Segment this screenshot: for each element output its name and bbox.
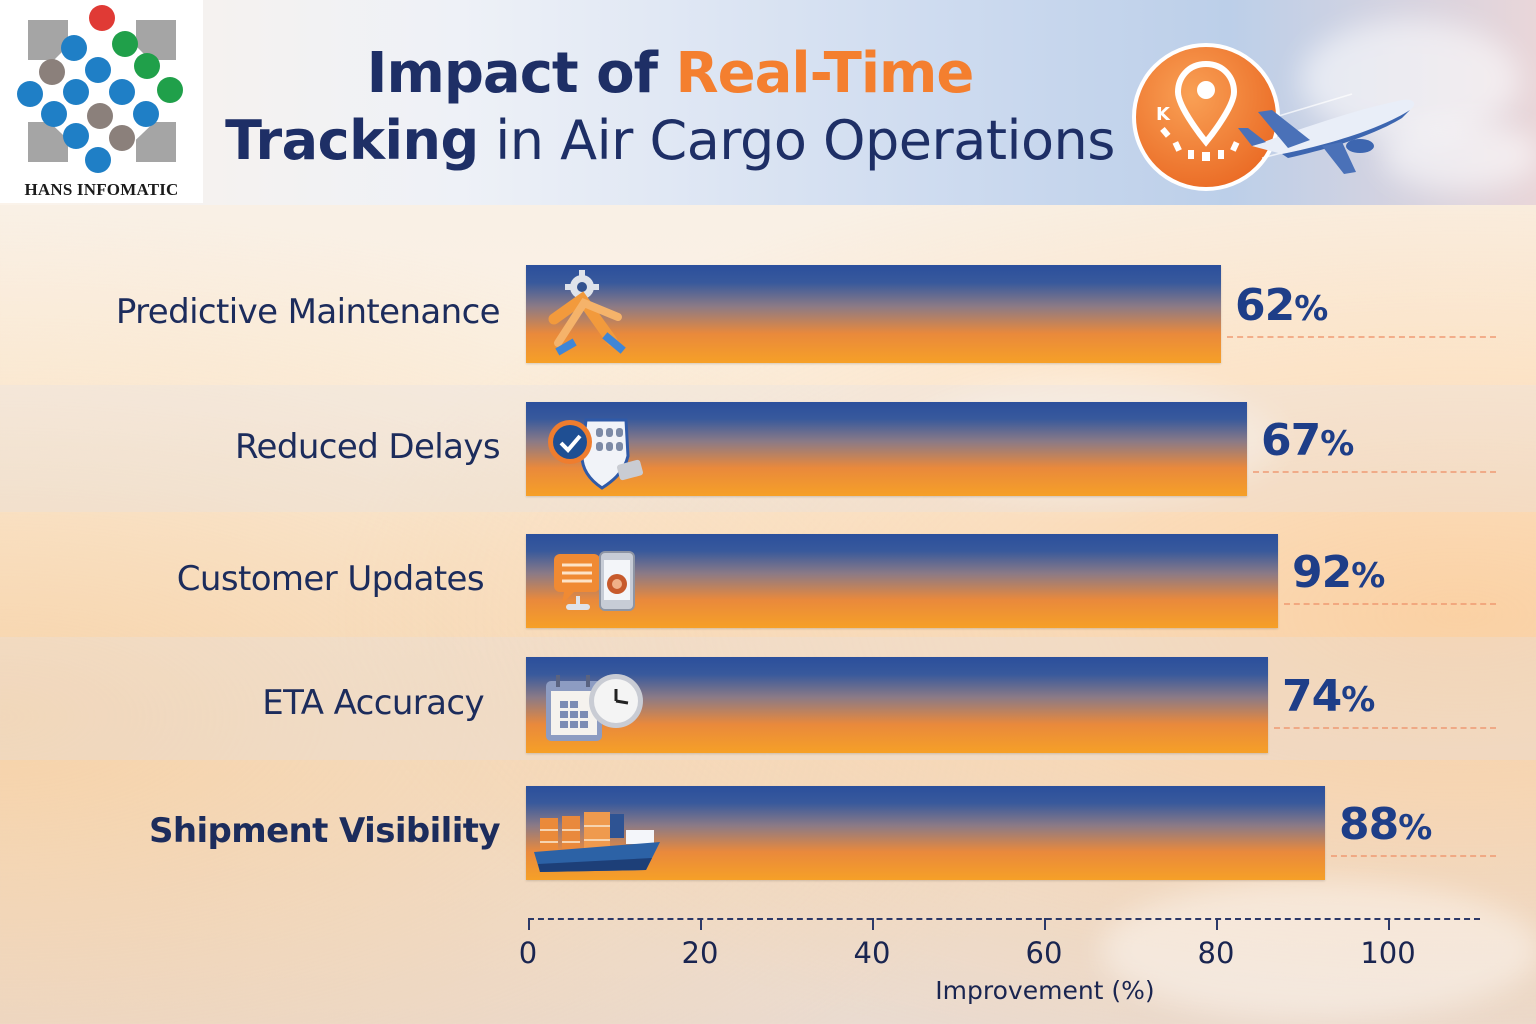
x-tick bbox=[1044, 918, 1046, 930]
category-label: ETA Accuracy bbox=[262, 683, 484, 723]
value-label: 62% bbox=[1235, 280, 1328, 331]
category-label: Predictive Maintenance bbox=[115, 292, 501, 332]
value-number: 88 bbox=[1339, 799, 1399, 850]
bar bbox=[526, 786, 1325, 880]
checklist-shield-icon bbox=[534, 406, 644, 502]
x-tick-label: 40 bbox=[853, 936, 891, 970]
x-tick-label: 80 bbox=[1197, 936, 1235, 970]
category-label: Customer Updates bbox=[176, 559, 485, 599]
page-title: Impact of Real-Time Tracking in Air Carg… bbox=[210, 38, 1130, 172]
x-tick bbox=[1216, 918, 1218, 930]
category-label: Shipment Visibility bbox=[148, 811, 501, 851]
x-tick-label: 20 bbox=[681, 936, 719, 970]
value-number: 92 bbox=[1292, 547, 1352, 598]
airplane-icon bbox=[1238, 93, 1415, 174]
title-part: Impact of bbox=[366, 41, 676, 106]
x-tick-label: 60 bbox=[1025, 936, 1063, 970]
value-number: 62 bbox=[1235, 280, 1295, 331]
tools-gear-icon bbox=[534, 269, 644, 365]
cloud-decoration bbox=[1100, 880, 1536, 1020]
chat-phone-icon bbox=[534, 538, 644, 634]
x-axis-line bbox=[528, 918, 1480, 920]
bar bbox=[526, 534, 1278, 628]
x-axis-title: Improvement (%) bbox=[935, 976, 1155, 1005]
title-part: in Air Cargo Operations bbox=[478, 109, 1115, 172]
company-logo: HANS INFOMATIC bbox=[0, 0, 203, 203]
x-tick-label: 0 bbox=[518, 936, 538, 970]
logo-brand-text: HANS INFOMATIC bbox=[24, 180, 179, 199]
percent-sign: % bbox=[1294, 289, 1328, 329]
percent-sign: % bbox=[1341, 680, 1375, 720]
leader-line bbox=[1331, 855, 1496, 857]
bar bbox=[526, 657, 1268, 753]
cargo-ship-icon bbox=[534, 790, 664, 886]
percent-sign: % bbox=[1398, 808, 1432, 848]
cloud-decoration bbox=[1380, 120, 1536, 190]
x-tick bbox=[700, 918, 702, 930]
header-band bbox=[0, 0, 1536, 205]
x-tick-label: 100 bbox=[1360, 936, 1416, 970]
percent-sign: % bbox=[1320, 424, 1354, 464]
value-number: 67 bbox=[1261, 415, 1321, 466]
value-label: 88% bbox=[1339, 799, 1432, 850]
leader-line bbox=[1227, 336, 1496, 338]
leader-line bbox=[1253, 471, 1496, 473]
x-tick bbox=[528, 918, 530, 930]
value-number: 74 bbox=[1282, 671, 1342, 722]
percent-sign: % bbox=[1351, 556, 1385, 596]
value-label: 92% bbox=[1292, 547, 1385, 598]
value-label: 67% bbox=[1261, 415, 1354, 466]
bar bbox=[526, 265, 1221, 363]
bar bbox=[526, 402, 1247, 496]
category-label: Reduced Delays bbox=[235, 427, 501, 467]
title-accent: Real-Time bbox=[675, 41, 975, 106]
leader-line bbox=[1284, 603, 1496, 605]
calendar-clock-icon bbox=[534, 661, 644, 757]
x-tick bbox=[1388, 918, 1390, 930]
title-part: Tracking bbox=[225, 109, 479, 172]
x-tick bbox=[872, 918, 874, 930]
value-label: 74% bbox=[1282, 671, 1375, 722]
leader-line bbox=[1274, 727, 1496, 729]
svg-text:K: K bbox=[1156, 104, 1171, 125]
dot-diamond-logo-icon bbox=[17, 5, 184, 173]
